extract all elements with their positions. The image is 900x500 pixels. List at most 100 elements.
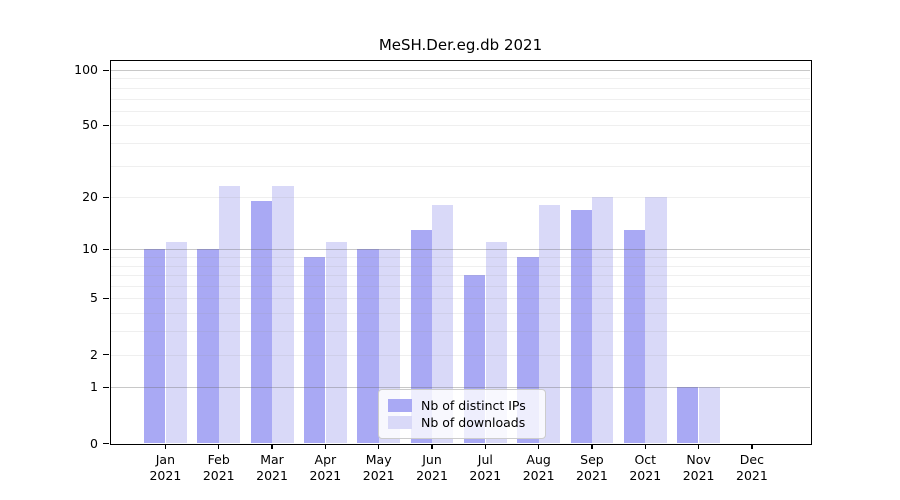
bar-downloads-oct [645, 197, 667, 444]
x-tick-label: Jul 2021 [462, 452, 508, 484]
bar-downloads-mar [272, 186, 294, 444]
legend: Nb of distinct IPs Nb of downloads [378, 389, 546, 439]
x-tick-label: Aug 2021 [516, 452, 562, 484]
minor-gridline [111, 275, 810, 277]
x-tick-month: Oct [634, 452, 657, 467]
minor-gridline [111, 87, 810, 89]
y-tick-mark [103, 248, 109, 251]
y-tick-label: 10 [82, 241, 98, 257]
bar-downloads-nov [698, 387, 721, 444]
x-tick-month: Nov [686, 452, 711, 467]
x-tick-year: 2021 [362, 468, 395, 483]
minor-gridline [111, 98, 810, 100]
x-tick-month: Jan [155, 452, 176, 467]
y-tick-mark [103, 196, 109, 198]
y-tick-label: 2 [90, 346, 98, 362]
bar-ips-apr [303, 257, 326, 444]
x-tick-year: 2021 [202, 468, 235, 483]
x-tick-year: 2021 [256, 468, 288, 483]
x-tick-year: 2021 [629, 468, 662, 483]
minor-gridline [111, 354, 810, 356]
x-tick-mark [377, 444, 380, 449]
bar-ips-jan [144, 249, 166, 444]
x-tick-year: 2021 [736, 468, 768, 483]
x-tick-mark [751, 444, 753, 449]
minor-gridline [111, 197, 810, 199]
major-gridline [111, 249, 810, 251]
x-tick-mark [591, 444, 593, 449]
major-gridline [111, 387, 810, 389]
y-tick-label: 0 [90, 435, 98, 451]
y-tick-label: 5 [90, 290, 98, 306]
minor-gridline [111, 331, 810, 333]
x-tick-label: Feb 2021 [196, 452, 242, 484]
y-tick-label: 100 [74, 62, 98, 77]
x-tick-year: 2021 [469, 468, 502, 483]
minor-gridline [111, 125, 810, 127]
minor-gridline [111, 265, 810, 267]
x-tick-year: 2021 [576, 468, 608, 483]
x-tick-month: May [365, 452, 392, 467]
legend-swatch-downloads [388, 416, 412, 429]
y-tick-label: 50 [82, 117, 98, 133]
x-tick-year: 2021 [416, 468, 448, 483]
bar-downloads-feb [218, 186, 241, 444]
y-tick-label: 20 [82, 189, 98, 205]
legend-label-distinct-ips: Nb of distinct IPs [421, 398, 526, 413]
bar-downloads-aug [538, 205, 561, 444]
x-tick-label: May 2021 [356, 452, 402, 484]
y-tick-mark [103, 386, 109, 389]
x-tick-mark [644, 444, 646, 449]
bar-downloads-jun [432, 205, 454, 444]
x-tick-mark [271, 444, 273, 449]
bar-ips-mar [250, 201, 272, 444]
x-tick-month: Sep [580, 452, 604, 467]
bar-downloads-jan [165, 242, 187, 444]
bar-ips-sep [570, 209, 592, 444]
bar-ips-oct [623, 229, 646, 444]
x-tick-mark [431, 444, 433, 449]
bar-downloads-apr [325, 242, 347, 444]
x-tick-mark [537, 444, 540, 449]
y-tick-label: 1 [90, 379, 98, 395]
x-tick-mark [697, 444, 700, 449]
legend-swatch-distinct-ips [388, 399, 412, 412]
y-tick-mark [103, 124, 109, 127]
bar-ips-may [357, 249, 379, 444]
x-tick-month: Feb [207, 452, 230, 467]
x-tick-label: Oct 2021 [622, 452, 668, 484]
x-tick-mark [218, 444, 220, 449]
x-tick-year: 2021 [149, 468, 182, 483]
x-tick-month: Apr [314, 452, 337, 467]
minor-gridline [111, 110, 810, 112]
minor-gridline [111, 78, 810, 80]
x-tick-label: Nov 2021 [676, 452, 722, 484]
y-tick-mark [103, 297, 109, 300]
x-tick-month: Jul [477, 452, 493, 467]
x-tick-mark [164, 444, 167, 449]
x-tick-label: Jan 2021 [142, 452, 188, 484]
x-tick-label: Sep 2021 [569, 452, 615, 484]
legend-label-downloads: Nb of downloads [421, 415, 526, 430]
minor-gridline [111, 313, 810, 315]
x-tick-label: Apr 2021 [302, 452, 348, 484]
x-tick-label: Mar 2021 [249, 452, 295, 484]
minor-gridline [111, 257, 810, 259]
minor-gridline [111, 286, 810, 288]
minor-gridline [111, 165, 810, 167]
y-tick-mark [103, 69, 109, 71]
bar-ips-feb [197, 249, 219, 444]
y-tick-mark [103, 354, 109, 356]
x-tick-year: 2021 [682, 468, 715, 483]
plot-area [110, 60, 812, 445]
x-tick-month: Aug [526, 452, 551, 467]
x-tick-mark [324, 444, 327, 449]
y-tick-mark [103, 443, 109, 445]
x-tick-label: Dec 2021 [729, 452, 775, 484]
legend-item-downloads: Nb of downloads [388, 415, 536, 430]
x-tick-month: Dec [739, 452, 764, 467]
x-tick-label: Jun 2021 [409, 452, 455, 484]
x-tick-month: Mar [260, 452, 284, 467]
major-gridline [111, 70, 810, 71]
